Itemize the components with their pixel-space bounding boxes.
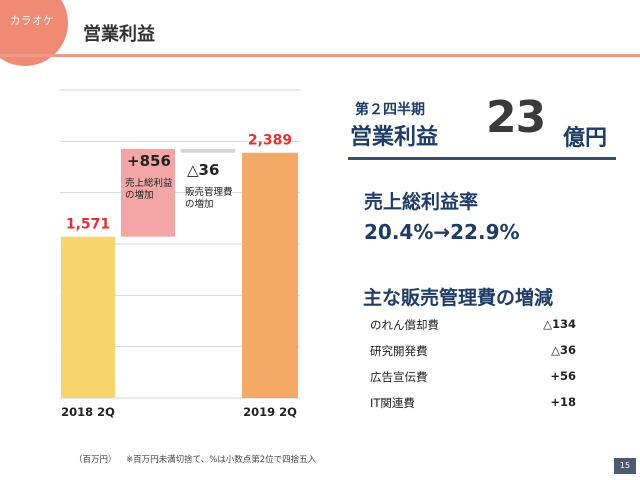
- category-label: 2019 2Q: [243, 405, 297, 419]
- bar-2019-2q: [242, 152, 298, 398]
- operating-profit-value: 23: [486, 92, 546, 143]
- quarter-label: 第２四半期: [355, 102, 425, 118]
- sga-item-value: △36: [551, 343, 576, 357]
- unit-note: （百万円）: [74, 455, 117, 465]
- sga-item-name: 広告宣伝費: [370, 370, 428, 384]
- category-label: 2018 2Q: [61, 405, 115, 419]
- operating-profit-unit: 億円: [563, 126, 608, 151]
- gross-margin-title: 売上総利益率: [364, 191, 479, 213]
- sga-item-value: △134: [543, 317, 576, 331]
- bar-value-label: 1,571: [66, 217, 110, 233]
- change-note: の増加: [125, 189, 154, 201]
- sga-item-name: 研究開発費: [370, 344, 428, 358]
- sga-row: のれん償却費 △134: [366, 317, 606, 339]
- bar-sga-increase: [181, 149, 235, 153]
- summary-divider: [348, 157, 616, 160]
- sga-title: 主な販売管理費の増減: [363, 287, 554, 309]
- change-value-label: △36: [187, 161, 219, 179]
- category-badge-label: カラオケ: [10, 15, 54, 27]
- sga-row: 広告宣伝費 +56: [366, 369, 606, 391]
- bar-value-label: 2,389: [248, 133, 292, 149]
- sga-item-value: +18: [550, 395, 576, 409]
- footnote: ※百万円未満切捨て、%は小数点第2位で四捨五入: [126, 455, 317, 465]
- gross-margin-value: 20.4%→22.9%: [364, 220, 520, 244]
- change-note: 販売管理費: [185, 186, 233, 198]
- page-title: 営業利益: [83, 24, 155, 45]
- header-divider: [0, 54, 640, 57]
- sga-row: 研究開発費 △36: [366, 343, 606, 365]
- bar-2018-2q: [61, 236, 115, 398]
- sga-item-value: +56: [550, 369, 576, 383]
- page-number: 15: [614, 458, 636, 474]
- bar-gross-profit-increase: [121, 148, 175, 237]
- sga-item-name: IT関連費: [370, 396, 415, 410]
- operating-profit-label: 営業利益: [350, 125, 439, 150]
- change-note: 売上総利益: [125, 177, 173, 189]
- sga-item-name: のれん償却費: [370, 318, 439, 332]
- change-value-label: +856: [127, 152, 171, 170]
- change-note: の増加: [185, 198, 214, 210]
- sga-row: IT関連費 +18: [366, 395, 606, 417]
